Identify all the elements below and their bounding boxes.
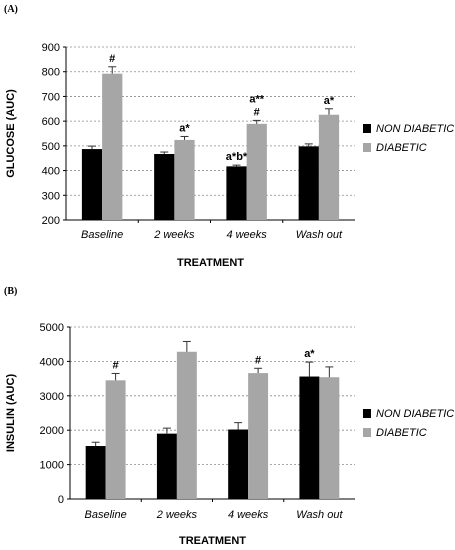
x-category-label: 2 weeks xyxy=(153,229,195,241)
significance-marker: # xyxy=(255,354,261,366)
y-tick-label: 2000 xyxy=(40,425,64,437)
x-axis-title: TREATMENT xyxy=(177,257,244,269)
y-tick-label: 1000 xyxy=(40,460,64,472)
x-axis-title: TREATMENT xyxy=(179,535,246,547)
y-tick-label: 4000 xyxy=(40,356,64,368)
significance-marker: # xyxy=(254,106,260,118)
y-tick-label: 600 xyxy=(42,116,60,128)
x-category-label: Wash out xyxy=(296,509,343,521)
y-tick-label: 900 xyxy=(42,42,60,54)
significance-marker: a* xyxy=(324,95,335,107)
significance-marker: a** xyxy=(249,93,264,105)
y-tick-label: 5000 xyxy=(40,322,64,334)
chart-panel-a: (A) 200 300 400 500 600 700 800 900 Baseline 2 wee… xyxy=(4,4,454,269)
bar-non-diabetic xyxy=(156,433,177,499)
bar-non-diabetic xyxy=(154,154,175,220)
bar-diabetic xyxy=(319,377,340,499)
significance-marker: # xyxy=(113,359,119,371)
y-tick-label: 400 xyxy=(42,166,60,178)
x-category-label: 4 weeks xyxy=(228,509,269,521)
y-tick-label: 700 xyxy=(42,91,60,103)
bar-diabetic xyxy=(174,139,195,220)
x-category-label: Baseline xyxy=(85,509,127,521)
y-tick-label: 0 xyxy=(58,494,64,506)
bar-non-diabetic xyxy=(228,429,249,499)
significance-marker: # xyxy=(109,53,115,65)
legend-swatch xyxy=(363,428,371,437)
bar-diabetic xyxy=(176,351,197,499)
bar-non-diabetic xyxy=(298,146,319,220)
chart-panel-b: (B) 0 1000 2000 3000 4000 5000 Baseline 2 weeks 4… xyxy=(4,286,454,547)
y-axis-title: GLUCOSE (AUC) xyxy=(5,89,17,178)
legend-label: DIABETIC xyxy=(376,142,427,154)
y-tick-label: 200 xyxy=(42,215,60,227)
y-axis-title: INSULIN (AUC) xyxy=(5,374,17,453)
bar-non-diabetic xyxy=(85,446,106,499)
legend-label: DIABETIC xyxy=(376,427,427,439)
significance-marker: a* xyxy=(304,348,315,360)
y-tick-label: 3000 xyxy=(40,391,64,403)
x-category-label: Wash out xyxy=(296,229,343,241)
y-tick-label: 800 xyxy=(42,67,60,79)
panel-label: (B) xyxy=(4,286,17,297)
bar-non-diabetic xyxy=(81,149,103,220)
significance-marker: a*b* xyxy=(226,151,248,163)
panel-label: (A) xyxy=(4,4,18,15)
x-category-label: Baseline xyxy=(81,229,123,241)
legend-swatch xyxy=(363,143,371,152)
bar-non-diabetic xyxy=(226,166,247,220)
y-tick-label: 300 xyxy=(42,190,60,202)
legend-label: NON DIABETIC xyxy=(376,123,454,135)
y-tick-label: 500 xyxy=(42,141,60,153)
significance-marker: a* xyxy=(179,122,190,134)
bar-diabetic xyxy=(246,123,267,220)
x-category-label: 4 weeks xyxy=(226,229,267,241)
legend-swatch xyxy=(363,409,371,418)
bar-non-diabetic xyxy=(299,376,320,499)
legend-swatch xyxy=(363,124,371,133)
x-category-label: 2 weeks xyxy=(156,509,198,521)
bar-diabetic xyxy=(105,380,126,499)
bar-diabetic xyxy=(248,373,269,499)
legend-label: NON DIABETIC xyxy=(376,408,454,420)
bar-diabetic xyxy=(102,73,123,220)
bar-diabetic xyxy=(318,114,340,220)
